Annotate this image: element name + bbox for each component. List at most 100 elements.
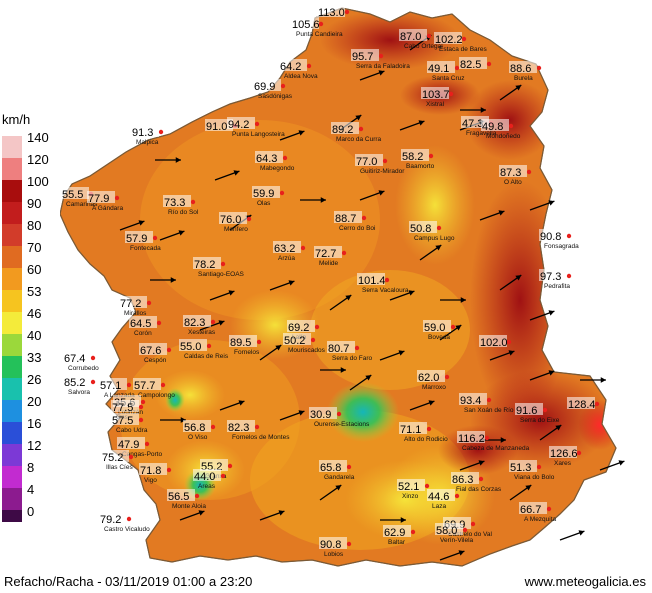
- station-dot: [306, 63, 312, 69]
- station-marker[interactable]: 87.3O Alto: [499, 165, 532, 186]
- station-value: 113.0: [318, 7, 345, 19]
- wind-arrowhead: [548, 310, 555, 316]
- station-value: 90.8: [540, 231, 561, 243]
- legend-level-label: 60: [27, 262, 42, 277]
- station-value: 97.3: [540, 271, 561, 283]
- station-marker[interactable]: 66.7A Mezquita: [519, 502, 557, 523]
- wind-arrowhead: [600, 377, 606, 383]
- station-value: 78.2: [194, 259, 215, 271]
- legend-swatch: [2, 510, 22, 522]
- station-marker[interactable]: 102.0: [479, 335, 512, 349]
- legend-swatch: [2, 268, 22, 290]
- station-marker[interactable]: 113.0: [317, 5, 350, 19]
- station-dot: [576, 450, 582, 456]
- station-name: A Gándara: [92, 205, 123, 212]
- station-marker[interactable]: 56.8O Viso: [183, 420, 216, 441]
- station-name: Aldea Nova: [284, 73, 318, 80]
- station-dot: [194, 493, 200, 499]
- station-value-background: [549, 446, 577, 458]
- station-marker[interactable]: 128.4: [567, 397, 600, 411]
- website-link[interactable]: www.meteogalicia.es: [524, 574, 646, 589]
- legend-swatch: [2, 422, 22, 444]
- wind-arrowhead: [365, 375, 372, 381]
- station-value-background: [133, 378, 161, 390]
- station-dot: [206, 343, 212, 349]
- station-dot: [152, 235, 158, 241]
- station-dot: [254, 121, 260, 127]
- station-marker[interactable]: 82.5: [459, 57, 492, 71]
- station-value: 57.9: [126, 233, 147, 245]
- station-marker[interactable]: 91.0: [205, 119, 238, 133]
- station-value: 59.9: [253, 188, 274, 200]
- station-name: Alto do Rodicio: [404, 436, 448, 443]
- wind-arrowhead: [320, 197, 326, 203]
- station-marker[interactable]: 77.9A Gándara: [87, 191, 123, 212]
- station-dot: [594, 401, 600, 407]
